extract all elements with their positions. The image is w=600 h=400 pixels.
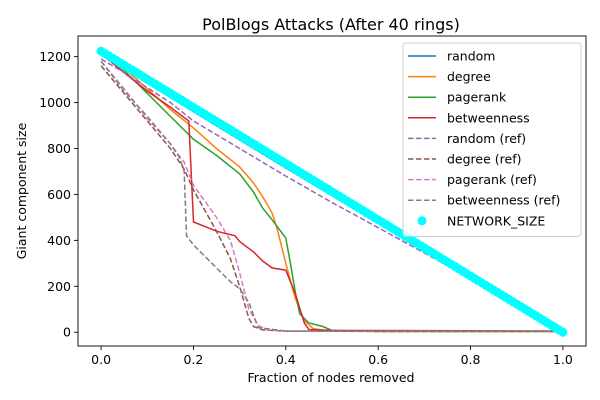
y-tick-label: 1200 — [39, 49, 71, 64]
legend-label-random: random — [447, 49, 495, 64]
x-axis-label: Fraction of nodes removed — [248, 370, 415, 385]
legend-label-degree-ref: degree (ref) — [447, 152, 522, 167]
x-tick-label: 0.2 — [184, 352, 204, 367]
y-tick-label: 400 — [47, 233, 71, 248]
legend: random degree pagerank betweenness random (r… — [402, 42, 582, 237]
series-line-random-ref — [100, 58, 564, 333]
series-line-degree-ref — [100, 65, 563, 332]
legend-marker-network-size — [417, 216, 427, 226]
y-ticks: 0 200 400 600 800 1000 1200 — [39, 49, 78, 340]
x-ticks: 0.0 0.2 0.4 0.6 0.8 1.0 — [91, 346, 573, 367]
y-tick-label: 0 — [63, 325, 71, 340]
y-tick-label: 600 — [47, 187, 71, 202]
network-size-point — [558, 327, 568, 337]
x-tick-label: 1.0 — [553, 352, 573, 367]
series-line-betweenness — [100, 53, 563, 332]
series-line-degree — [100, 51, 563, 333]
y-tick-label: 800 — [47, 141, 71, 156]
legend-box — [402, 42, 582, 237]
x-tick-label: 0.4 — [276, 352, 296, 367]
y-tick-label: 1000 — [39, 95, 71, 110]
x-tick-label: 0.0 — [91, 352, 111, 367]
plot-frame — [77, 35, 587, 347]
y-tick-label: 200 — [47, 279, 71, 294]
legend-label-betweenness: betweenness — [447, 110, 530, 125]
legend-label-random-ref: random (ref) — [447, 131, 526, 146]
series-line-pagerank — [100, 51, 563, 333]
scatter-layer — [96, 46, 568, 337]
legend-label-network-size: NETWORK_SIZE — [447, 213, 545, 228]
legend-label-degree: degree — [447, 69, 491, 84]
x-tick-label: 0.6 — [368, 352, 388, 367]
legend-label-pagerank-ref: pagerank (ref) — [447, 172, 537, 187]
y-axis-label: Giant component size — [14, 122, 29, 259]
legend-label-pagerank: pagerank — [447, 90, 507, 105]
legend-label-betweenness-ref: betweenness (ref) — [447, 193, 560, 208]
chart-title: PolBlogs Attacks (After 40 rings) — [202, 15, 460, 34]
series-line-betweenness-ref — [100, 60, 563, 332]
x-tick-label: 0.8 — [461, 352, 481, 367]
